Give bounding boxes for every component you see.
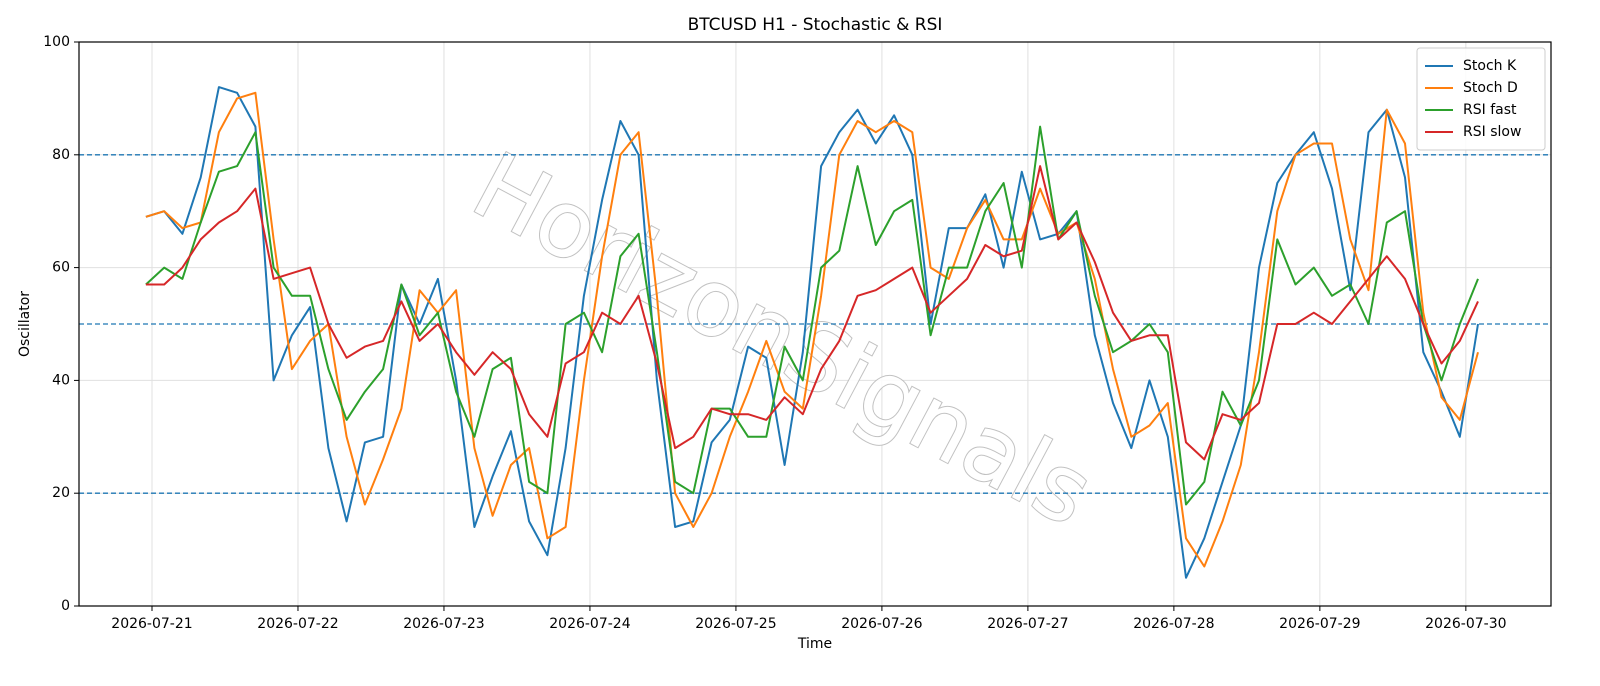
watermark: HorizonSignals bbox=[457, 132, 1110, 547]
y-tick-label: 40 bbox=[52, 372, 70, 388]
legend-label: RSI fast bbox=[1463, 102, 1517, 118]
y-tick-label: 100 bbox=[43, 34, 70, 50]
series-line bbox=[145, 91, 1479, 568]
y-axis-label: Oscillator bbox=[17, 291, 33, 357]
x-tick-label: 2026-07-29 bbox=[1279, 616, 1360, 632]
series-line bbox=[145, 125, 1479, 506]
y-tick-label: 0 bbox=[61, 598, 70, 614]
legend-box bbox=[1416, 47, 1546, 151]
chart-title: BTCUSD H1 - Stochastic & RSI bbox=[688, 15, 943, 35]
x-tick-label: 2026-07-24 bbox=[549, 616, 630, 632]
x-tick-label: 2026-07-30 bbox=[1425, 616, 1506, 632]
x-tick-label: 2026-07-23 bbox=[403, 616, 484, 632]
x-tick-label: 2026-07-27 bbox=[987, 616, 1068, 632]
legend-label: RSI slow bbox=[1463, 124, 1521, 140]
x-axis-label: Time bbox=[797, 636, 832, 652]
legend-label: Stoch K bbox=[1463, 58, 1517, 74]
x-tick-label: 2026-07-28 bbox=[1133, 616, 1214, 632]
plot-frame bbox=[78, 41, 1552, 607]
x-tick-label: 2026-07-21 bbox=[111, 616, 192, 632]
series-line bbox=[145, 165, 1479, 461]
x-tick-label: 2026-07-22 bbox=[257, 616, 338, 632]
y-tick-label: 80 bbox=[52, 147, 70, 163]
y-tick-label: 60 bbox=[52, 260, 70, 276]
series-line bbox=[145, 86, 1479, 579]
y-tick-label: 20 bbox=[52, 485, 70, 501]
legend-label: Stoch D bbox=[1463, 80, 1518, 96]
x-tick-label: 2026-07-25 bbox=[695, 616, 776, 632]
x-tick-label: 2026-07-26 bbox=[841, 616, 922, 632]
